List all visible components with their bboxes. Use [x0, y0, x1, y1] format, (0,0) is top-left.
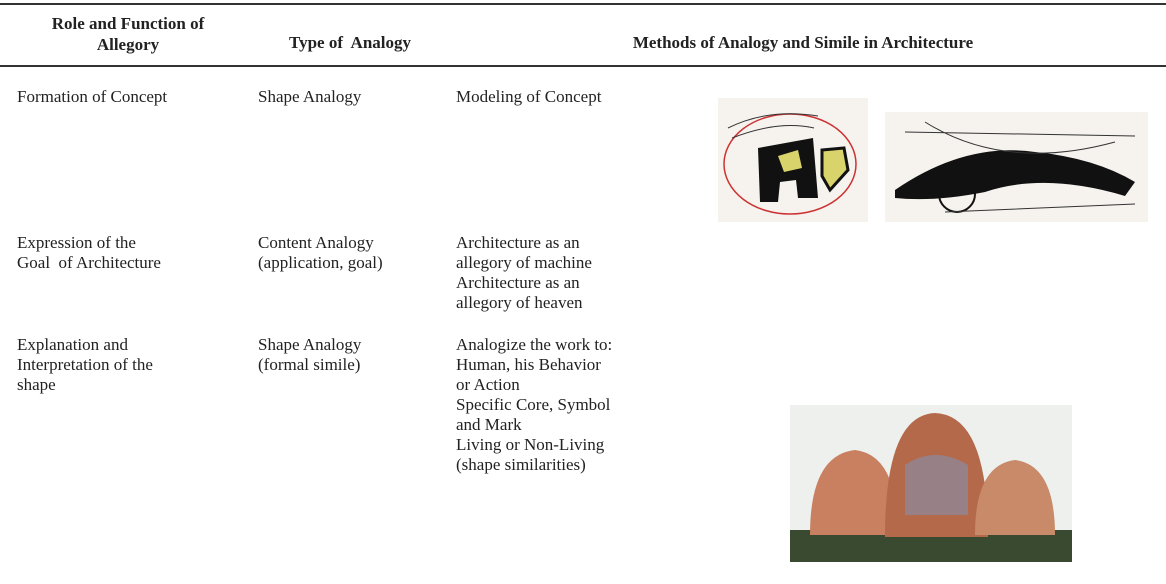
top-rule — [0, 3, 1166, 5]
header-line: Methods of Analogy and Simile in Archite… — [632, 33, 974, 52]
cell-line: Specific Core, Symbol — [456, 395, 611, 414]
cell-line: Living or Non-Living — [456, 435, 605, 454]
cell-line: (formal simile) — [258, 355, 361, 374]
cell-line: allegory of heaven — [456, 293, 583, 312]
header-line: Role and Function of — [51, 14, 205, 33]
cell-line: (application, goal) — [258, 253, 383, 272]
cell-line: allegory of machine — [456, 253, 592, 272]
cell-line: Modeling of Concept — [456, 87, 602, 106]
cell-line: or Action — [456, 375, 520, 394]
cell-line: Goal of Architecture — [17, 253, 161, 272]
cell-line: Explanation and — [17, 335, 128, 354]
header-line: Allegory — [96, 35, 160, 54]
cell-line: Architecture as an — [456, 273, 580, 292]
header-line: Type of Analogy — [288, 33, 412, 52]
cell-line: Formation of Concept — [17, 87, 168, 106]
cell-line: Content Analogy — [258, 233, 374, 252]
concept-sketch-2 — [885, 112, 1148, 222]
cell-line: Shape Analogy — [258, 335, 362, 354]
cell-line: Architecture as an — [456, 233, 580, 252]
cell-line: (shape similarities) — [456, 455, 586, 474]
cell-line: Shape Analogy — [258, 87, 362, 106]
cell-line: Human, his Behavior — [456, 355, 601, 374]
cell-line: Expression of the — [17, 233, 136, 252]
cell-line: Analogize the work to: — [456, 335, 613, 354]
building-photo — [790, 405, 1072, 562]
cell-line: and Mark — [456, 415, 522, 434]
cell-line: shape — [17, 375, 56, 394]
cell-line: Interpretation of the — [17, 355, 153, 374]
concept-sketch-1 — [718, 98, 868, 222]
header-rule — [0, 65, 1166, 67]
